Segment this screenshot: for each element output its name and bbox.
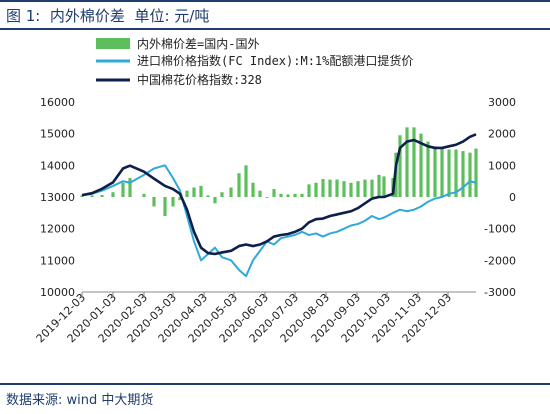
spread-bar	[90, 195, 94, 197]
left-tick-label: 12000	[40, 223, 75, 236]
spread-bar	[447, 149, 451, 197]
spread-bar	[382, 176, 386, 197]
right-tick-label: -1000	[484, 223, 516, 236]
spread-bar	[178, 197, 182, 201]
spread-bar	[142, 193, 146, 197]
spread-bar	[307, 184, 311, 197]
left-tick-label: 15000	[40, 128, 75, 141]
spread-bar	[474, 148, 478, 197]
spread-bar	[349, 182, 353, 197]
right-tick-label: -3000	[484, 286, 516, 299]
spread-bar	[440, 147, 444, 197]
spread-bar	[405, 127, 409, 197]
spread-bar	[370, 179, 374, 197]
source-rule	[0, 383, 550, 385]
spread-bar	[461, 151, 465, 197]
left-tick-label: 16000	[40, 96, 75, 109]
spread-bar	[419, 133, 423, 197]
spread-bar	[237, 173, 241, 197]
spread-bar	[199, 185, 203, 197]
left-tick-label: 11000	[40, 254, 75, 267]
spread-bar	[293, 193, 297, 197]
spread-bar	[286, 194, 290, 197]
figure-title: 图 1: 内外棉价差 单位: 元/吨	[6, 7, 210, 25]
right-tick-label: -2000	[484, 254, 516, 267]
spread-bar	[171, 197, 175, 207]
spread-bar	[328, 179, 332, 197]
right-tick-label: 0	[509, 191, 516, 204]
spread-bar	[229, 187, 233, 197]
spread-bar	[314, 182, 318, 197]
spread-bar	[468, 152, 472, 197]
left-tick-label: 13000	[40, 191, 75, 204]
spread-bar	[265, 197, 269, 198]
spread-bar	[163, 197, 167, 216]
spread-bar	[412, 127, 416, 197]
import-cotton-index-line	[81, 164, 477, 278]
legend-swatch-bar	[96, 38, 130, 49]
spread-bar	[279, 193, 283, 197]
right-tick-label: 2000	[488, 128, 516, 141]
spread-bar	[121, 182, 125, 197]
spread-bar	[363, 179, 367, 197]
spread-bar	[192, 187, 196, 197]
legend-label: 中国棉花价格指数:328	[137, 72, 262, 87]
spread-bar	[128, 178, 132, 197]
right-tick-label: 1000	[488, 159, 516, 172]
spread-bar	[272, 189, 276, 197]
china-cotton-index-line	[81, 133, 477, 256]
left-tick-label: 10000	[40, 286, 75, 299]
spread-bar	[100, 195, 104, 197]
axes: 10000110001200013000140001500016000-3000…	[34, 96, 516, 345]
right-tick-label: 3000	[488, 96, 516, 109]
spread-bar	[335, 179, 339, 197]
spread-bar	[152, 197, 156, 207]
spread-bar	[213, 197, 217, 204]
legend-label: 内外棉价差=国内-国外	[137, 37, 259, 51]
spread-bar	[80, 195, 84, 197]
spread-bar	[258, 190, 262, 197]
spread-bar	[321, 178, 325, 197]
spread-bar	[244, 165, 248, 197]
legend-label: 进口棉价格指数(FC Index):M:1%配额港口提货价	[137, 53, 413, 68]
left-tick-label: 14000	[40, 159, 75, 172]
spread-bar	[111, 192, 115, 197]
spread-bar	[356, 181, 360, 197]
spread-bar	[251, 182, 255, 197]
spread-bar	[426, 141, 430, 197]
spread-bar	[342, 181, 346, 197]
spread-bar	[398, 135, 402, 197]
spread-bar	[206, 195, 210, 197]
spread-bar	[377, 174, 381, 197]
spread-bar	[454, 149, 458, 197]
figure-source: 数据来源: wind 中大期货	[6, 393, 154, 408]
price-lines	[81, 133, 477, 278]
title-rule	[0, 28, 550, 30]
top-rule	[0, 0, 550, 2]
spread-bar	[433, 146, 437, 197]
spread-bar	[220, 192, 224, 197]
spread-bar	[300, 193, 304, 197]
spread-bar	[185, 190, 189, 197]
